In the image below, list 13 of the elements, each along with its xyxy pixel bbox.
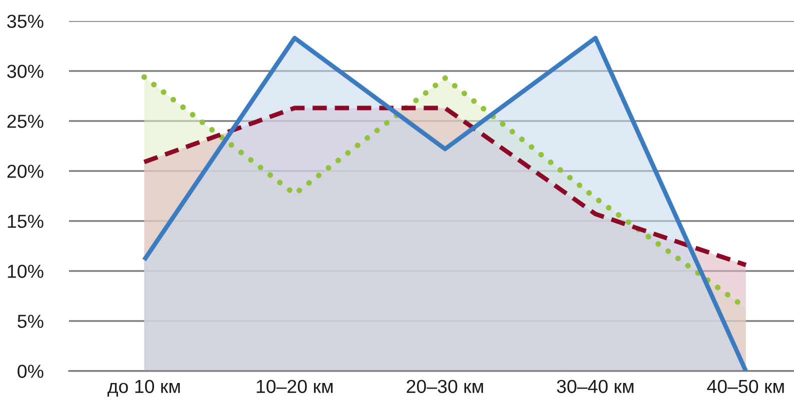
x-tick-label: 40–50 км xyxy=(707,380,784,394)
x-tick-label: 10–20 км xyxy=(256,380,333,394)
x-tick-label: до 10 км xyxy=(108,380,180,397)
x-tick-label: 20–30 км xyxy=(406,380,483,394)
y-tick-label: 25% xyxy=(7,114,44,128)
y-tick-label: 20% xyxy=(7,164,44,178)
y-tick-label: 10% xyxy=(8,264,44,278)
y-tick-label: 30% xyxy=(7,64,44,78)
y-tick-label: 35% xyxy=(7,14,44,28)
y-tick-label: 15% xyxy=(8,214,44,228)
x-tick-label: 30–40 км xyxy=(556,380,634,394)
y-tick-label: 0% xyxy=(18,364,44,378)
y-tick-label: 5% xyxy=(18,314,44,328)
